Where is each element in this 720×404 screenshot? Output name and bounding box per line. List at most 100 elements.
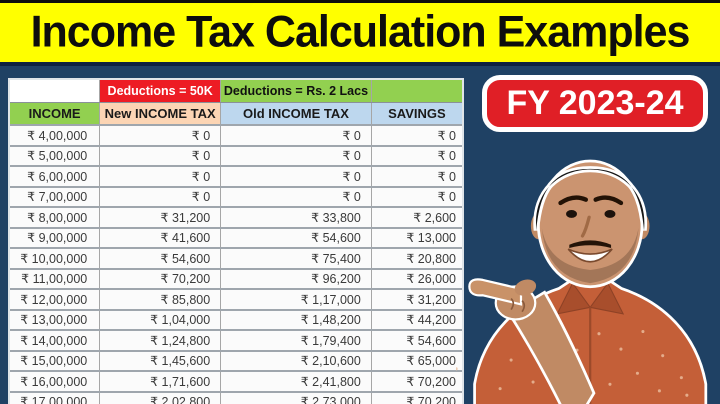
savings-cell: ₹ 26,000 [370, 269, 462, 288]
group-header-blank [10, 80, 100, 102]
person-hair [533, 166, 647, 231]
group-header-blank-right [370, 80, 463, 102]
index-finger [468, 278, 523, 306]
savings-cell: ₹ 70,200 [370, 372, 462, 391]
table-row: ₹ 4,00,000 ₹ 0 ₹ 0 ₹ 0 [10, 124, 462, 145]
fy-badge: FY 2023-24 [482, 75, 708, 132]
savings-cell: ₹ 0 [370, 187, 462, 206]
nose [580, 215, 591, 238]
stage: Deductions = 50K Deductions = Rs. 2 Lacs… [0, 66, 720, 404]
new-income-tax-cell: ₹ 1,24,800 [99, 331, 220, 350]
eyebrow-left [558, 195, 588, 206]
savings-cell: ₹ 31,200 [370, 290, 462, 309]
table-row: ₹ 10,00,000 ₹ 54,600 ₹ 75,400 ₹ 20,800 [10, 247, 462, 268]
income-cell: ₹ 9,00,000 [27, 231, 88, 246]
table-row: ₹ 8,00,000 ₹ 31,200 ₹ 33,800 ₹ 2,600 [10, 206, 462, 227]
table-row: ₹ 11,00,000 ₹ 70,200 ₹ 96,200 ₹ 26,000 [10, 267, 462, 288]
savings-cell: ₹ 13,000 [370, 228, 462, 247]
income-cell: ₹ 16,00,000 [20, 374, 88, 389]
eyebrow-right [593, 195, 624, 206]
column-header-old-income-tax: Old INCOME TAX [220, 103, 371, 124]
page-title: Income Tax Calculation Examples [30, 7, 691, 57]
old-income-tax-cell: ₹ 96,200 [220, 269, 371, 288]
divider [0, 62, 720, 66]
income-cell: ₹ 11,00,000 [21, 272, 88, 287]
savings-cell: ₹ 44,200 [370, 310, 462, 329]
new-income-tax-cell: ₹ 0 [99, 167, 220, 186]
table-column-header-row: INCOME New INCOME TAX Old INCOME TAX SAV… [10, 102, 463, 124]
group-header-deductions-2lacs: Deductions = Rs. 2 Lacs [220, 80, 371, 102]
income-cell: ₹ 8,00,000 [27, 210, 88, 225]
new-income-tax-cell: ₹ 70,200 [99, 269, 220, 288]
old-income-tax-cell: ₹ 0 [220, 167, 371, 186]
column-header-new-income-tax: New INCOME TAX [99, 103, 221, 124]
beard-stubble [541, 228, 639, 284]
top-black-strip [0, 0, 720, 3]
group-header-deductions-50k: Deductions = 50K [99, 80, 221, 102]
tax-table: Deductions = 50K Deductions = Rs. 2 Lacs… [8, 78, 464, 404]
old-income-tax-cell: ₹ 33,800 [220, 208, 371, 227]
income-cell: ₹ 13,00,000 [20, 313, 88, 328]
new-income-tax-cell: ₹ 41,600 [99, 228, 220, 247]
new-income-tax-cell: ₹ 0 [99, 146, 220, 165]
old-income-tax-cell: ₹ 1,48,200 [220, 310, 371, 329]
savings-cell: ₹ 0 [370, 146, 462, 165]
mustache [569, 240, 612, 249]
old-income-tax-cell: ₹ 75,400 [220, 249, 371, 268]
new-income-tax-cell: ₹ 1,45,600 [99, 351, 220, 370]
old-income-tax-cell: ₹ 2,41,800 [220, 372, 371, 391]
table-row: ₹ 9,00,000 ₹ 41,600 ₹ 54,600 ₹ 13,000 [10, 226, 462, 247]
column-header-savings: SAVINGS [370, 103, 463, 124]
table-row: ₹ 15,00,000 ₹ 1,45,600 ₹ 2,10,600 ₹ 65,000 [10, 349, 462, 370]
savings-cell: ₹ 0 [370, 167, 462, 186]
old-income-tax-cell: ₹ 1,17,000 [220, 290, 371, 309]
eye-left [566, 210, 578, 218]
table-row: ₹ 6,00,000 ₹ 0 ₹ 0 ₹ 0 [10, 165, 462, 186]
savings-cell: ₹ 0 [370, 126, 462, 145]
knuckle-lines [510, 297, 526, 313]
new-income-tax-cell: ₹ 0 [99, 126, 220, 145]
person-arm [507, 290, 596, 404]
column-header-income: INCOME [10, 103, 100, 124]
old-income-tax-cell: ₹ 54,600 [220, 228, 371, 247]
income-cell: ₹ 6,00,000 [27, 169, 88, 184]
old-income-tax-cell: ₹ 1,79,400 [220, 331, 371, 350]
savings-cell: ₹ 2,600 [370, 208, 462, 227]
savings-cell: ₹ 54,600 [370, 331, 462, 350]
income-cell: ₹ 7,00,000 [27, 190, 88, 205]
old-income-tax-cell: ₹ 2,10,600 [220, 351, 371, 370]
table-row: ₹ 12,00,000 ₹ 85,800 ₹ 1,17,000 ₹ 31,200 [10, 288, 462, 309]
income-cell: ₹ 12,00,000 [20, 292, 88, 307]
new-income-tax-cell: ₹ 85,800 [99, 290, 220, 309]
presenter-person-image [456, 159, 708, 404]
table-row: ₹ 17,00,000 ₹ 2,02,800 ₹ 2,73,000 ₹ 70,200 [10, 390, 462, 404]
new-income-tax-cell: ₹ 1,04,000 [99, 310, 220, 329]
old-income-tax-cell: ₹ 2,73,000 [220, 392, 371, 404]
table-body: ₹ 4,00,000 ₹ 0 ₹ 0 ₹ 0 ₹ 5,00,000 ₹ 0 ₹ 0 ₹ 0 ₹ … [10, 124, 462, 404]
table-row: ₹ 5,00,000 ₹ 0 ₹ 0 ₹ 0 [10, 144, 462, 165]
table-row: ₹ 13,00,000 ₹ 1,04,000 ₹ 1,48,200 ₹ 44,200 [10, 308, 462, 329]
new-income-tax-cell: ₹ 54,600 [99, 249, 220, 268]
shirt-collar-left [556, 282, 592, 315]
income-cell: ₹ 5,00,000 [27, 149, 88, 164]
old-income-tax-cell: ₹ 0 [220, 146, 371, 165]
old-income-tax-cell: ₹ 0 [220, 187, 371, 206]
pointing-hand [468, 278, 537, 321]
shirt-collar-right [589, 282, 625, 315]
savings-cell: ₹ 65,000 [370, 351, 462, 370]
income-cell: ₹ 15,00,000 [20, 354, 88, 369]
income-cell: ₹ 4,00,000 [27, 128, 88, 143]
savings-cell: ₹ 70,200 [370, 392, 462, 404]
old-income-tax-cell: ₹ 0 [220, 126, 371, 145]
new-income-tax-cell: ₹ 2,02,800 [99, 392, 220, 404]
eye-right [604, 210, 616, 218]
title-band: Income Tax Calculation Examples [0, 3, 720, 62]
new-income-tax-cell: ₹ 31,200 [99, 208, 220, 227]
income-cell: ₹ 17,00,000 [20, 395, 88, 404]
table-row: ₹ 7,00,000 ₹ 0 ₹ 0 ₹ 0 [10, 185, 462, 206]
thumb [514, 279, 537, 296]
income-cell: ₹ 10,00,000 [20, 251, 88, 266]
person-head [530, 159, 650, 289]
smile [567, 248, 613, 263]
